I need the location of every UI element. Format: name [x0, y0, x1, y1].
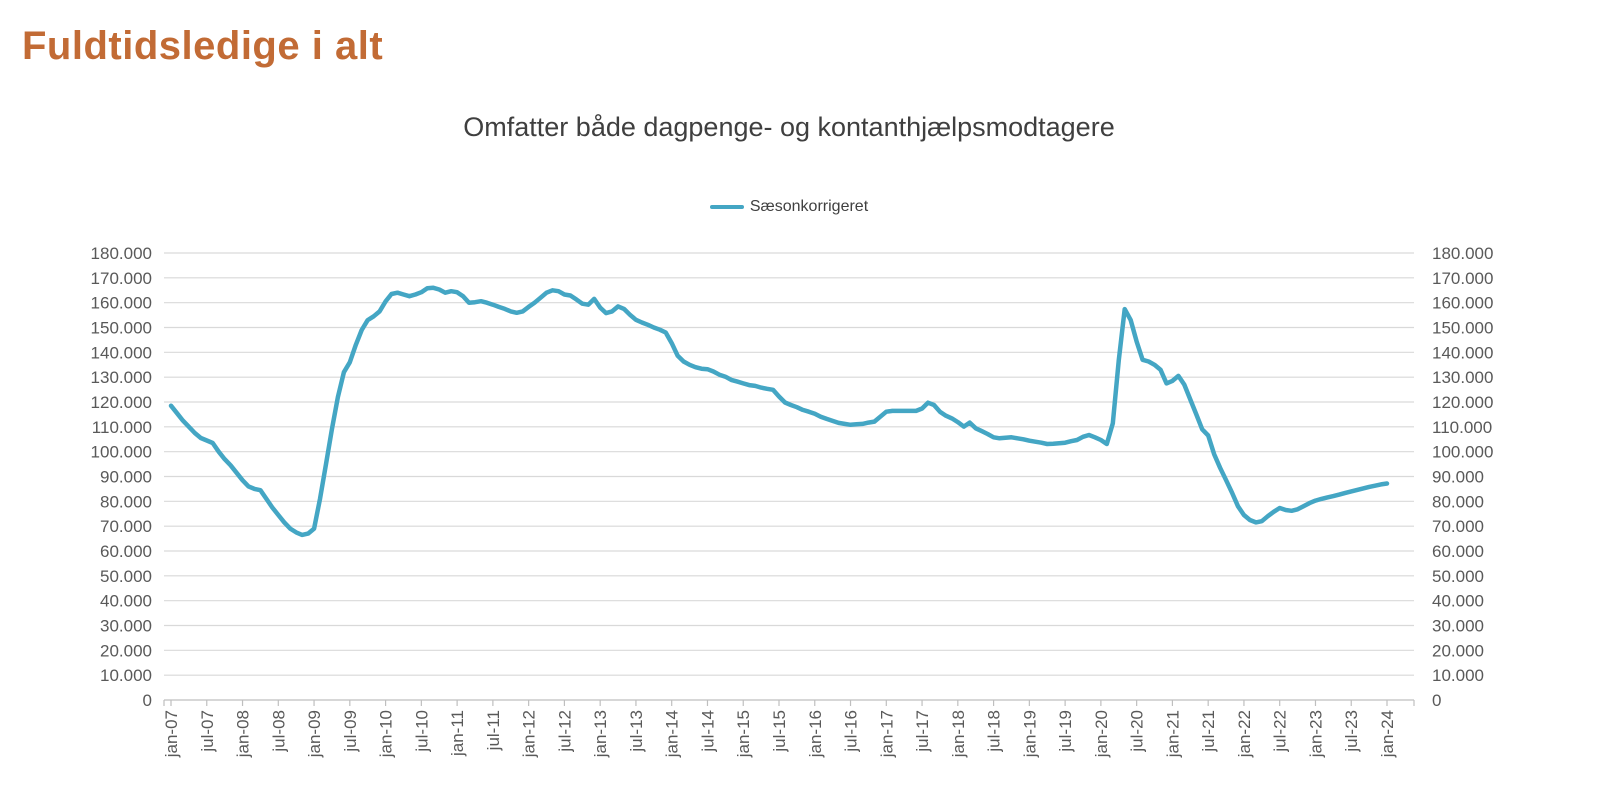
svg-text:90.000: 90.000 — [1432, 468, 1484, 487]
svg-text:jul-22: jul-22 — [1271, 710, 1290, 753]
svg-text:30.000: 30.000 — [100, 617, 152, 636]
svg-text:jul-12: jul-12 — [555, 710, 574, 753]
svg-text:20.000: 20.000 — [1432, 641, 1484, 660]
svg-text:110.000: 110.000 — [1432, 418, 1492, 437]
svg-text:140.000: 140.000 — [1432, 343, 1493, 362]
svg-text:150.000: 150.000 — [1432, 319, 1493, 338]
svg-text:jan-23: jan-23 — [1306, 710, 1325, 758]
svg-text:jan-24: jan-24 — [1378, 710, 1397, 758]
svg-text:100.000: 100.000 — [1432, 443, 1493, 462]
svg-text:180.000: 180.000 — [91, 244, 152, 263]
svg-text:160.000: 160.000 — [91, 294, 152, 313]
svg-text:170.000: 170.000 — [91, 269, 152, 288]
svg-text:150.000: 150.000 — [91, 319, 152, 338]
svg-text:10.000: 10.000 — [1432, 666, 1484, 685]
svg-text:160.000: 160.000 — [1432, 294, 1493, 313]
svg-text:jan-16: jan-16 — [806, 710, 825, 758]
svg-text:100.000: 100.000 — [91, 443, 152, 462]
svg-text:jan-09: jan-09 — [305, 710, 324, 758]
svg-text:jul-08: jul-08 — [269, 710, 288, 753]
svg-text:50.000: 50.000 — [100, 567, 152, 586]
svg-text:jan-12: jan-12 — [520, 710, 539, 758]
svg-text:130.000: 130.000 — [91, 368, 152, 387]
svg-text:jul-15: jul-15 — [770, 710, 789, 753]
svg-text:140.000: 140.000 — [91, 343, 152, 362]
svg-text:170.000: 170.000 — [1432, 269, 1493, 288]
svg-text:jan-19: jan-19 — [1020, 710, 1039, 758]
svg-text:jan-10: jan-10 — [377, 710, 396, 758]
svg-text:jan-18: jan-18 — [949, 710, 968, 758]
svg-text:jul-23: jul-23 — [1342, 710, 1361, 753]
svg-text:110.000: 110.000 — [92, 418, 152, 437]
svg-text:jan-13: jan-13 — [591, 710, 610, 758]
svg-text:jan-08: jan-08 — [234, 710, 253, 758]
svg-text:80.000: 80.000 — [1432, 492, 1484, 511]
svg-text:60.000: 60.000 — [100, 542, 152, 561]
svg-text:180.000: 180.000 — [1432, 244, 1493, 263]
svg-text:jul-16: jul-16 — [842, 710, 861, 753]
legend-series-label: Sæsonkorrigeret — [749, 198, 869, 215]
svg-text:jan-20: jan-20 — [1092, 710, 1111, 758]
svg-text:40.000: 40.000 — [1432, 592, 1484, 611]
svg-text:30.000: 30.000 — [1432, 617, 1484, 636]
svg-text:90.000: 90.000 — [100, 468, 152, 487]
svg-text:jul-13: jul-13 — [627, 710, 646, 753]
svg-text:0: 0 — [143, 691, 152, 710]
svg-text:jan-11: jan-11 — [448, 710, 467, 757]
svg-text:jul-17: jul-17 — [913, 710, 932, 753]
svg-text:60.000: 60.000 — [1432, 542, 1484, 561]
svg-text:jul-09: jul-09 — [341, 710, 360, 753]
svg-text:jan-22: jan-22 — [1235, 710, 1254, 758]
svg-text:40.000: 40.000 — [100, 592, 152, 611]
svg-text:jul-10: jul-10 — [412, 710, 431, 753]
svg-text:jul-19: jul-19 — [1056, 710, 1075, 753]
svg-text:80.000: 80.000 — [100, 492, 152, 511]
page-title: Fuldtidsledige i alt — [22, 24, 384, 68]
svg-text:120.000: 120.000 — [91, 393, 152, 412]
svg-text:20.000: 20.000 — [100, 641, 152, 660]
svg-text:70.000: 70.000 — [1432, 517, 1484, 536]
svg-text:jul-21: jul-21 — [1199, 710, 1218, 753]
svg-text:0: 0 — [1432, 691, 1441, 710]
chart-legend: Sæsonkorrigeret — [164, 198, 1414, 216]
svg-text:10.000: 10.000 — [100, 666, 152, 685]
svg-text:jul-14: jul-14 — [698, 710, 717, 753]
svg-text:jan-14: jan-14 — [663, 710, 682, 758]
svg-text:120.000: 120.000 — [1432, 393, 1493, 412]
svg-text:130.000: 130.000 — [1432, 368, 1493, 387]
svg-text:jan-15: jan-15 — [734, 710, 753, 758]
svg-text:jul-07: jul-07 — [198, 710, 217, 753]
svg-text:jan-21: jan-21 — [1163, 710, 1182, 758]
svg-text:50.000: 50.000 — [1432, 567, 1484, 586]
svg-text:jul-20: jul-20 — [1128, 710, 1147, 753]
svg-text:jan-07: jan-07 — [162, 710, 181, 758]
svg-text:jul-11: jul-11 — [484, 710, 503, 751]
chart-title: Omfatter både dagpenge- og kontanthjælps… — [463, 112, 1115, 142]
svg-text:70.000: 70.000 — [100, 517, 152, 536]
legend-line-swatch — [709, 205, 744, 209]
svg-text:jan-17: jan-17 — [877, 710, 896, 758]
svg-text:jul-18: jul-18 — [985, 710, 1004, 753]
